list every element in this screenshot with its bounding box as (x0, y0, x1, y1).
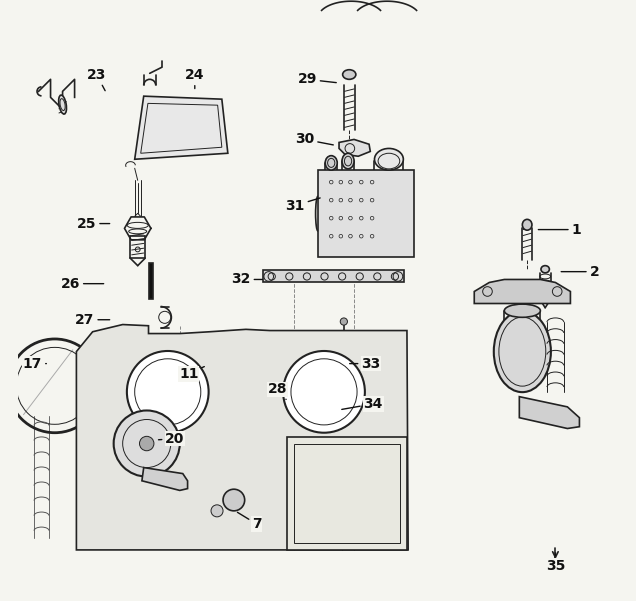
Circle shape (223, 489, 245, 511)
Ellipse shape (325, 156, 337, 170)
Text: 20: 20 (158, 432, 184, 446)
Ellipse shape (494, 311, 551, 392)
Bar (263, 270, 404, 282)
Text: 23: 23 (87, 68, 106, 91)
Text: 25: 25 (77, 216, 109, 231)
Ellipse shape (59, 95, 67, 114)
Circle shape (283, 351, 365, 433)
Bar (287, 437, 407, 550)
Text: 34: 34 (342, 397, 383, 411)
Text: 28: 28 (267, 382, 287, 400)
Text: 31: 31 (286, 198, 320, 213)
Polygon shape (76, 325, 408, 550)
Ellipse shape (541, 266, 550, 273)
Ellipse shape (375, 148, 403, 170)
Ellipse shape (522, 219, 532, 230)
Text: 24: 24 (185, 68, 205, 88)
Text: 30: 30 (295, 132, 333, 147)
Bar (149, 263, 153, 299)
Text: 7: 7 (237, 512, 261, 531)
Polygon shape (520, 397, 579, 429)
Circle shape (127, 351, 209, 433)
Circle shape (139, 436, 154, 451)
Polygon shape (135, 96, 228, 159)
Circle shape (340, 318, 347, 325)
Bar (211, 355, 235, 368)
Polygon shape (339, 139, 370, 156)
Circle shape (211, 505, 223, 517)
Ellipse shape (284, 398, 294, 407)
Circle shape (340, 376, 347, 383)
Circle shape (114, 410, 180, 477)
Polygon shape (474, 279, 570, 304)
Ellipse shape (342, 153, 354, 169)
Ellipse shape (343, 70, 356, 79)
Text: 11: 11 (179, 367, 204, 381)
Ellipse shape (504, 304, 541, 317)
Text: 35: 35 (546, 554, 565, 573)
Text: 32: 32 (232, 272, 262, 287)
Polygon shape (142, 468, 188, 490)
Text: 2: 2 (561, 264, 599, 279)
Ellipse shape (284, 416, 294, 425)
Text: 27: 27 (75, 313, 109, 327)
Text: 33: 33 (350, 356, 380, 371)
Text: 26: 26 (60, 276, 104, 291)
Bar (318, 170, 414, 257)
Text: 17: 17 (23, 356, 46, 371)
Bar (294, 444, 400, 543)
Text: 29: 29 (298, 72, 336, 87)
Circle shape (321, 407, 327, 413)
Text: 1: 1 (538, 222, 581, 237)
Circle shape (317, 403, 331, 417)
